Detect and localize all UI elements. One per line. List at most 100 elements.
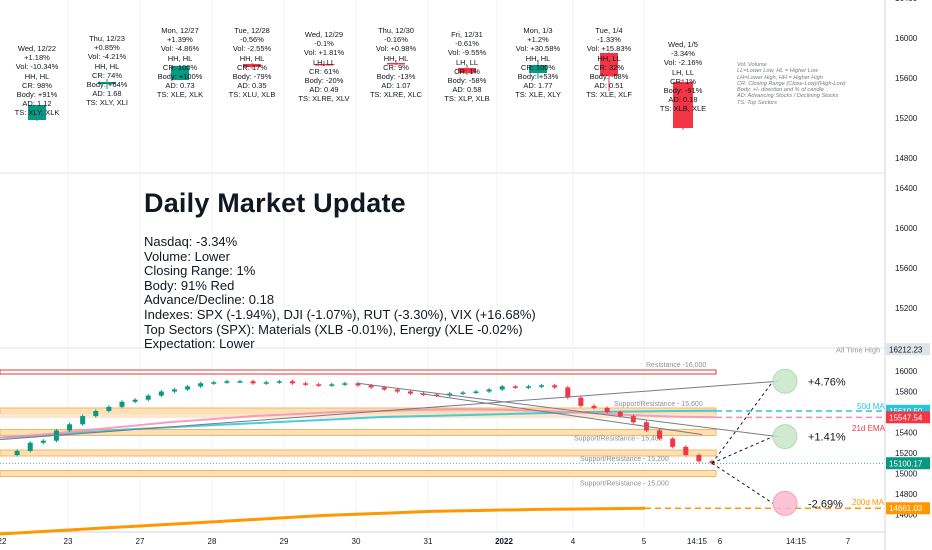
candle-body — [529, 65, 547, 73]
day-stat-hl: LH, LL — [455, 57, 479, 67]
price-bar — [171, 389, 177, 392]
day-stat-vol: Vol: +15.83% — [586, 44, 632, 54]
day-stat-ad: AD: 0.58 — [452, 85, 482, 95]
price-bar — [145, 395, 151, 400]
price-axis-tick: 15200 — [895, 304, 918, 313]
price-axis-tag — [886, 411, 930, 424]
day-stat-ts: TS: XLU, XLB — [228, 90, 276, 100]
price-axis-tick: 16400 — [895, 0, 918, 3]
update-line: Volume: Lower — [144, 248, 230, 264]
price-axis-tick: 15000 — [895, 470, 918, 479]
trendline — [357, 382, 779, 438]
update-line: Expectation: Lower — [144, 336, 255, 352]
price-axis-tick: 16000 — [895, 224, 918, 233]
legend-key: Vol: Volume LL=Lower Low, HL = Higher Lo… — [737, 62, 846, 106]
candle-body — [673, 82, 693, 128]
zone-label: Support/Resistance - 15,200 — [580, 456, 669, 463]
candle-body — [458, 68, 476, 73]
zone-label: Support/Resistance - 15,400 — [574, 436, 663, 443]
candle-body — [243, 64, 261, 67]
price-bar — [80, 416, 86, 425]
day-stat-body: Body: +91% — [16, 90, 58, 100]
price-bar — [289, 381, 295, 384]
projection-label: +1.41% — [808, 432, 846, 444]
day-stat-block: Wed, 12/29 -0.1% Vol: +1.81% LH, LL CR: 61% B… — [279, 30, 369, 104]
day-stat-body: Body: -13% — [376, 72, 416, 82]
day-stat-ts: TS: XLE, XLY — [515, 90, 561, 100]
day-stat-ts: TS: XLP, XLB — [444, 94, 490, 104]
day-stat-vol: Vol: -2.55% — [232, 44, 272, 54]
projection-path — [711, 380, 774, 464]
price-bar — [276, 381, 282, 383]
price-bar — [211, 382, 217, 384]
price-bar — [342, 383, 348, 385]
intraday-price-panel: Resistance -16,000 Support/Resistance - 1… — [0, 345, 886, 536]
day-stat-block: Wed, 1/5 -3.34% Vol: -2.16% LH, LL CR: 1% Bod… — [638, 40, 728, 114]
price-axis-tag-text: 15610.50 — [889, 407, 923, 416]
day-stat-cr: CR: 100% — [162, 62, 198, 72]
day-stat-body: Body: +53% — [517, 72, 559, 82]
day-stat-vol: Vol: -4.86% — [160, 44, 200, 54]
price-bar — [552, 385, 558, 388]
price-bar — [316, 384, 322, 386]
day-stat-body: Body: -79% — [232, 72, 272, 82]
candle-body — [315, 64, 333, 66]
price-axis-tick: 15400 — [895, 429, 918, 438]
price-bar — [381, 387, 387, 390]
day-stat-date: Thu, 12/23 — [89, 34, 125, 43]
price-bar — [565, 387, 571, 398]
price-bar — [486, 389, 492, 392]
day-stat-vol: Vol: +30.58% — [515, 44, 561, 54]
zone-label: Support/Resistance - 15,000 — [580, 481, 669, 488]
update-title: Daily Market Update — [144, 188, 406, 218]
price-axis-tag-text: 15547.54 — [889, 413, 923, 422]
price-axis-tag-text: 14661.03 — [889, 504, 923, 513]
day-stat-cr: CR: 100% — [520, 62, 556, 72]
time-axis-tick: 30 — [352, 537, 361, 546]
price-bar — [106, 406, 112, 411]
day-stat-date: Thu, 12/30 — [378, 26, 414, 35]
update-line: Top Sectors (SPX): Materials (XLB -0.01%… — [144, 321, 523, 337]
day-stat-date: Wed, 12/22 — [17, 44, 57, 53]
day-stat-vol: Vol: -9.55% — [447, 48, 487, 58]
time-axis-tick: 28 — [208, 537, 217, 546]
price-bar — [185, 386, 191, 390]
price-bar — [630, 416, 636, 423]
price-axis-tick: 14800 — [895, 490, 918, 499]
day-stat-hl: HH, HL — [383, 53, 409, 63]
price-axis-tag-text: 15100.17 — [889, 459, 923, 468]
price-axis-tick: 15200 — [895, 449, 918, 458]
day-stat-cr: CR: 74% — [91, 70, 122, 80]
price-bar — [512, 386, 518, 388]
support-resistance-zone — [0, 369, 717, 375]
day-stat-ts: TS: XLE, XLK — [156, 90, 204, 100]
price-bar — [525, 386, 531, 388]
level-label: 50d MA — [857, 402, 885, 411]
day-stat-change: +1.18% — [24, 53, 50, 63]
day-stat-body: Body: -68% — [589, 72, 629, 82]
day-stat-date: Tue, 12/28 — [234, 26, 270, 35]
day-stat-change: +1.39% — [167, 35, 193, 45]
day-stat-block: Mon, 12/27 +1.39% Vol: -4.86% HH, HL CR: 100… — [135, 26, 225, 100]
day-stat-ts: TS: XLY, XLI — [86, 98, 128, 108]
day-stat-hl: LH, LL — [671, 67, 695, 77]
day-stat-body: Body: -91% — [663, 86, 703, 96]
day-stat-block: Tue, 12/28 -0.56% Vol: -2.55% HH, HL CR: 17%… — [207, 26, 297, 100]
level-label: 200d MA — [852, 498, 885, 507]
time-axis-tick: 2022 — [495, 537, 513, 546]
time-axis-tick: 5 — [642, 537, 647, 546]
day-stat-cr: CR: 98% — [21, 80, 52, 90]
day-stat-change: +0.85% — [94, 43, 120, 53]
price-bar — [237, 381, 243, 383]
zone-band — [0, 414, 716, 419]
day-stat-body: Body: -58% — [447, 76, 487, 86]
day-stat-hl: HH, HL — [239, 53, 265, 63]
price-bar — [657, 430, 663, 439]
price-bar — [578, 397, 584, 406]
price-bar — [224, 381, 230, 383]
projection-path — [711, 436, 774, 464]
day-stat-ad: AD: 1.07 — [381, 81, 411, 91]
price-bar — [670, 438, 676, 447]
